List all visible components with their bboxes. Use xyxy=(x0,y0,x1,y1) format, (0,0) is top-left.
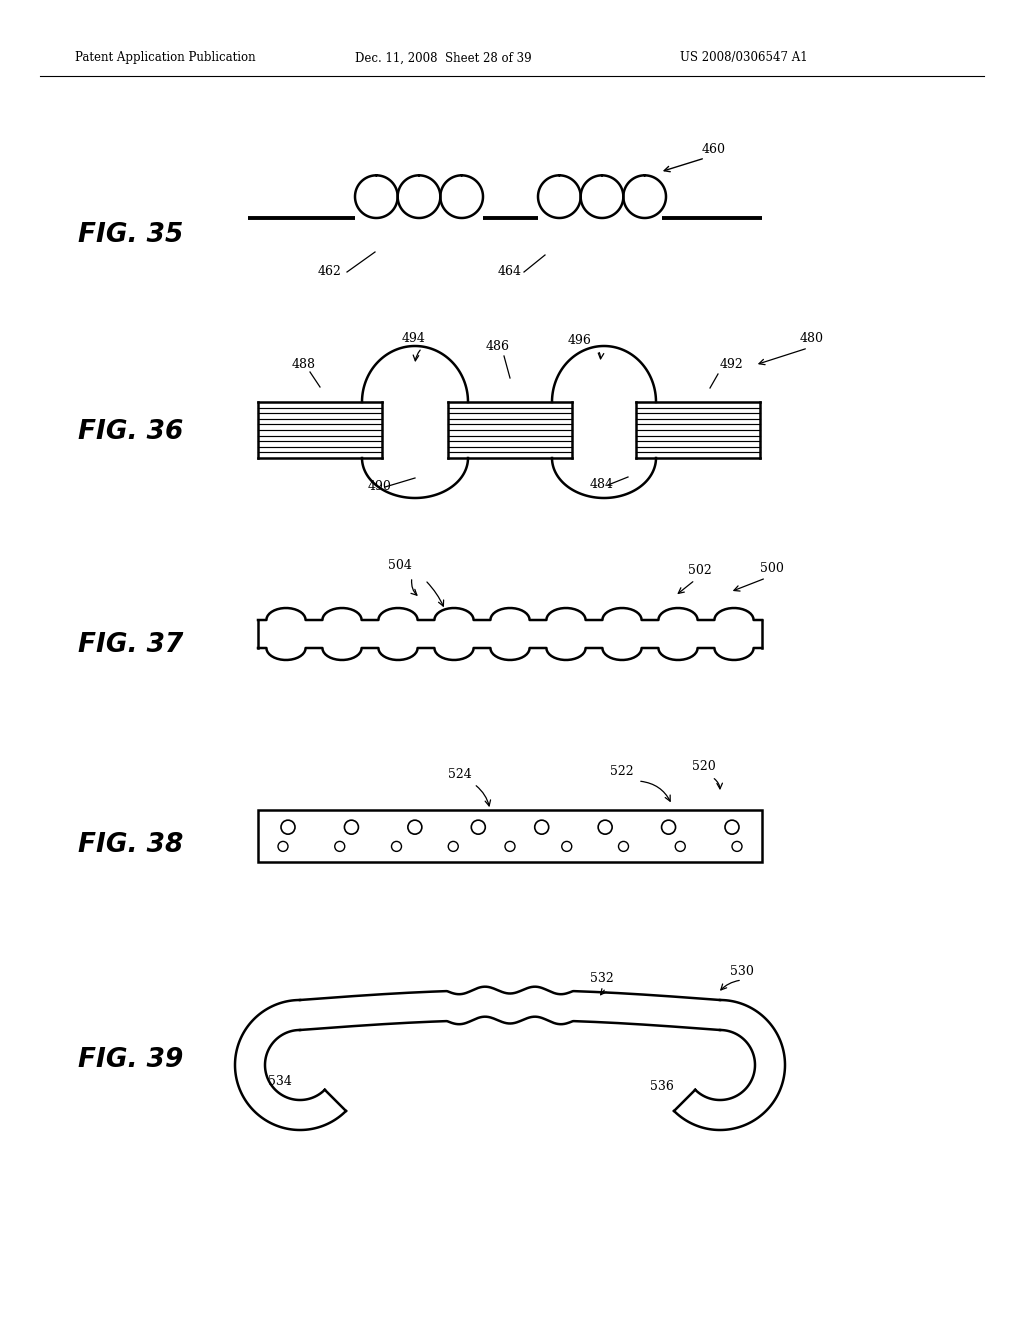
Text: Patent Application Publication: Patent Application Publication xyxy=(75,51,256,65)
Text: 522: 522 xyxy=(610,766,634,777)
Text: 536: 536 xyxy=(650,1080,674,1093)
Text: Dec. 11, 2008  Sheet 28 of 39: Dec. 11, 2008 Sheet 28 of 39 xyxy=(355,51,531,65)
Text: 464: 464 xyxy=(498,265,522,279)
Text: FIG. 37: FIG. 37 xyxy=(78,632,183,657)
Text: 460: 460 xyxy=(702,143,726,156)
Text: 496: 496 xyxy=(568,334,592,347)
Bar xyxy=(258,810,762,862)
Text: 500: 500 xyxy=(760,562,784,576)
Text: 484: 484 xyxy=(590,478,614,491)
Text: 524: 524 xyxy=(449,768,472,781)
Text: 462: 462 xyxy=(318,265,342,279)
Text: 502: 502 xyxy=(688,564,712,577)
Text: 486: 486 xyxy=(486,341,510,352)
Text: 504: 504 xyxy=(388,558,412,572)
Text: 492: 492 xyxy=(720,358,743,371)
Text: 494: 494 xyxy=(402,333,426,345)
Text: US 2008/0306547 A1: US 2008/0306547 A1 xyxy=(680,51,808,65)
Text: 490: 490 xyxy=(368,480,392,492)
Text: FIG. 35: FIG. 35 xyxy=(78,222,183,248)
Text: 534: 534 xyxy=(268,1074,292,1088)
Text: 480: 480 xyxy=(800,333,824,345)
Text: FIG. 38: FIG. 38 xyxy=(78,832,183,858)
Text: 520: 520 xyxy=(692,760,716,774)
Text: 488: 488 xyxy=(292,358,316,371)
Text: 532: 532 xyxy=(590,972,613,985)
Text: FIG. 36: FIG. 36 xyxy=(78,418,183,445)
Text: 530: 530 xyxy=(730,965,754,978)
Text: FIG. 39: FIG. 39 xyxy=(78,1047,183,1073)
